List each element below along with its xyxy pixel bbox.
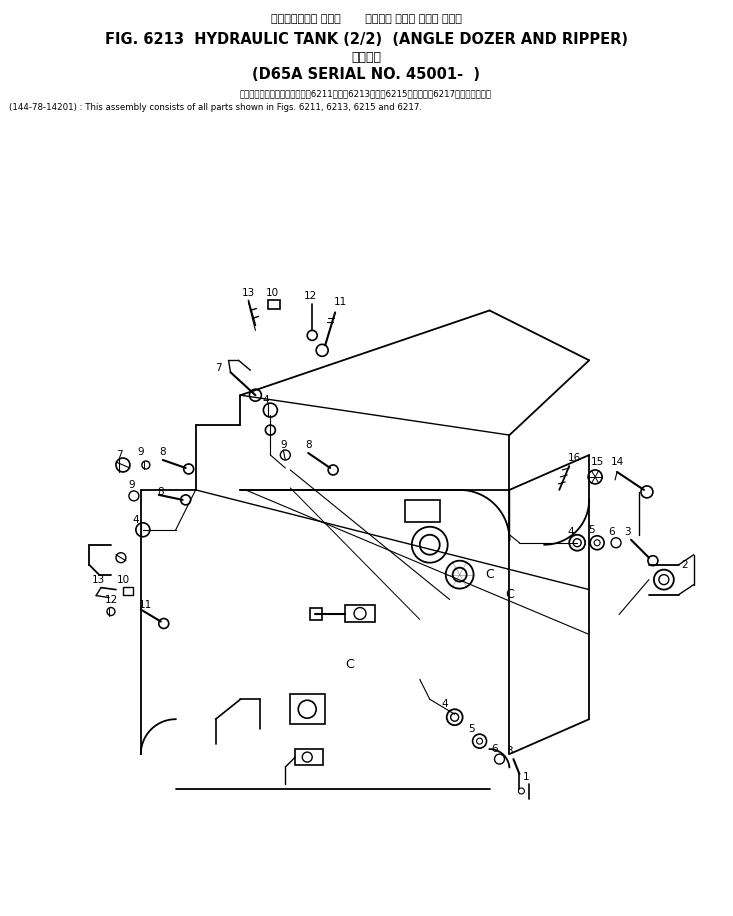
Text: 適用号機: 適用号機 bbox=[351, 50, 381, 64]
Text: 2: 2 bbox=[682, 560, 688, 570]
Text: 6: 6 bbox=[608, 527, 614, 537]
Text: 9: 9 bbox=[128, 480, 135, 490]
Text: 5: 5 bbox=[588, 525, 594, 535]
Text: 12: 12 bbox=[303, 291, 317, 301]
Text: 8: 8 bbox=[160, 447, 166, 457]
Text: 7: 7 bbox=[216, 364, 222, 374]
Text: 10: 10 bbox=[266, 288, 279, 298]
Text: 11: 11 bbox=[139, 600, 152, 609]
Bar bbox=[405, 500, 440, 522]
Text: 5: 5 bbox=[468, 725, 475, 735]
Text: (144-78-14201) : This assembly consists of all parts shown in Figs. 6211, 6213, : (144-78-14201) : This assembly consists … bbox=[10, 103, 422, 112]
Text: 1: 1 bbox=[523, 772, 530, 782]
Text: 9: 9 bbox=[280, 440, 287, 450]
Bar bbox=[268, 300, 280, 310]
Text: 8: 8 bbox=[158, 487, 164, 496]
Text: (D65A SERIAL NO. 45001-  ): (D65A SERIAL NO. 45001- ) bbox=[252, 67, 480, 82]
Text: C: C bbox=[346, 658, 355, 671]
Text: 4: 4 bbox=[133, 515, 139, 525]
Bar bbox=[295, 749, 323, 765]
Text: 4: 4 bbox=[441, 699, 448, 709]
Text: 3: 3 bbox=[624, 527, 630, 537]
Text: 11: 11 bbox=[334, 298, 347, 308]
Text: C: C bbox=[505, 588, 514, 601]
Text: 15: 15 bbox=[591, 457, 604, 467]
Text: 8: 8 bbox=[305, 440, 312, 450]
Bar bbox=[310, 607, 323, 619]
Text: 13: 13 bbox=[92, 574, 105, 584]
Bar bbox=[290, 694, 325, 725]
Text: 3: 3 bbox=[507, 747, 513, 756]
Text: 12: 12 bbox=[104, 594, 117, 605]
Text: 4: 4 bbox=[568, 527, 575, 537]
Text: 14: 14 bbox=[611, 457, 624, 467]
Text: 7: 7 bbox=[116, 450, 122, 460]
Text: ハイドロリック タンク       アングル ドーザ および リッパ: ハイドロリック タンク アングル ドーザ および リッパ bbox=[270, 15, 462, 25]
Text: C: C bbox=[485, 568, 494, 581]
Bar bbox=[123, 586, 133, 594]
Bar bbox=[345, 605, 375, 623]
Text: 9: 9 bbox=[138, 447, 144, 457]
Text: このアセンブリの構成部品は目6211図、目6213図、目6215図および目6217図を含みます。: このアセンブリの構成部品は目6211図、目6213図、目6215図および目621… bbox=[240, 90, 492, 99]
Text: 6: 6 bbox=[491, 744, 498, 754]
Text: 13: 13 bbox=[242, 288, 255, 298]
Text: 4: 4 bbox=[262, 395, 269, 405]
Text: 16: 16 bbox=[567, 453, 581, 463]
Text: FIG. 6213  HYDRAULIC TANK (2/2)  (ANGLE DOZER AND RIPPER): FIG. 6213 HYDRAULIC TANK (2/2) (ANGLE DO… bbox=[105, 32, 627, 47]
Text: 10: 10 bbox=[117, 574, 130, 584]
